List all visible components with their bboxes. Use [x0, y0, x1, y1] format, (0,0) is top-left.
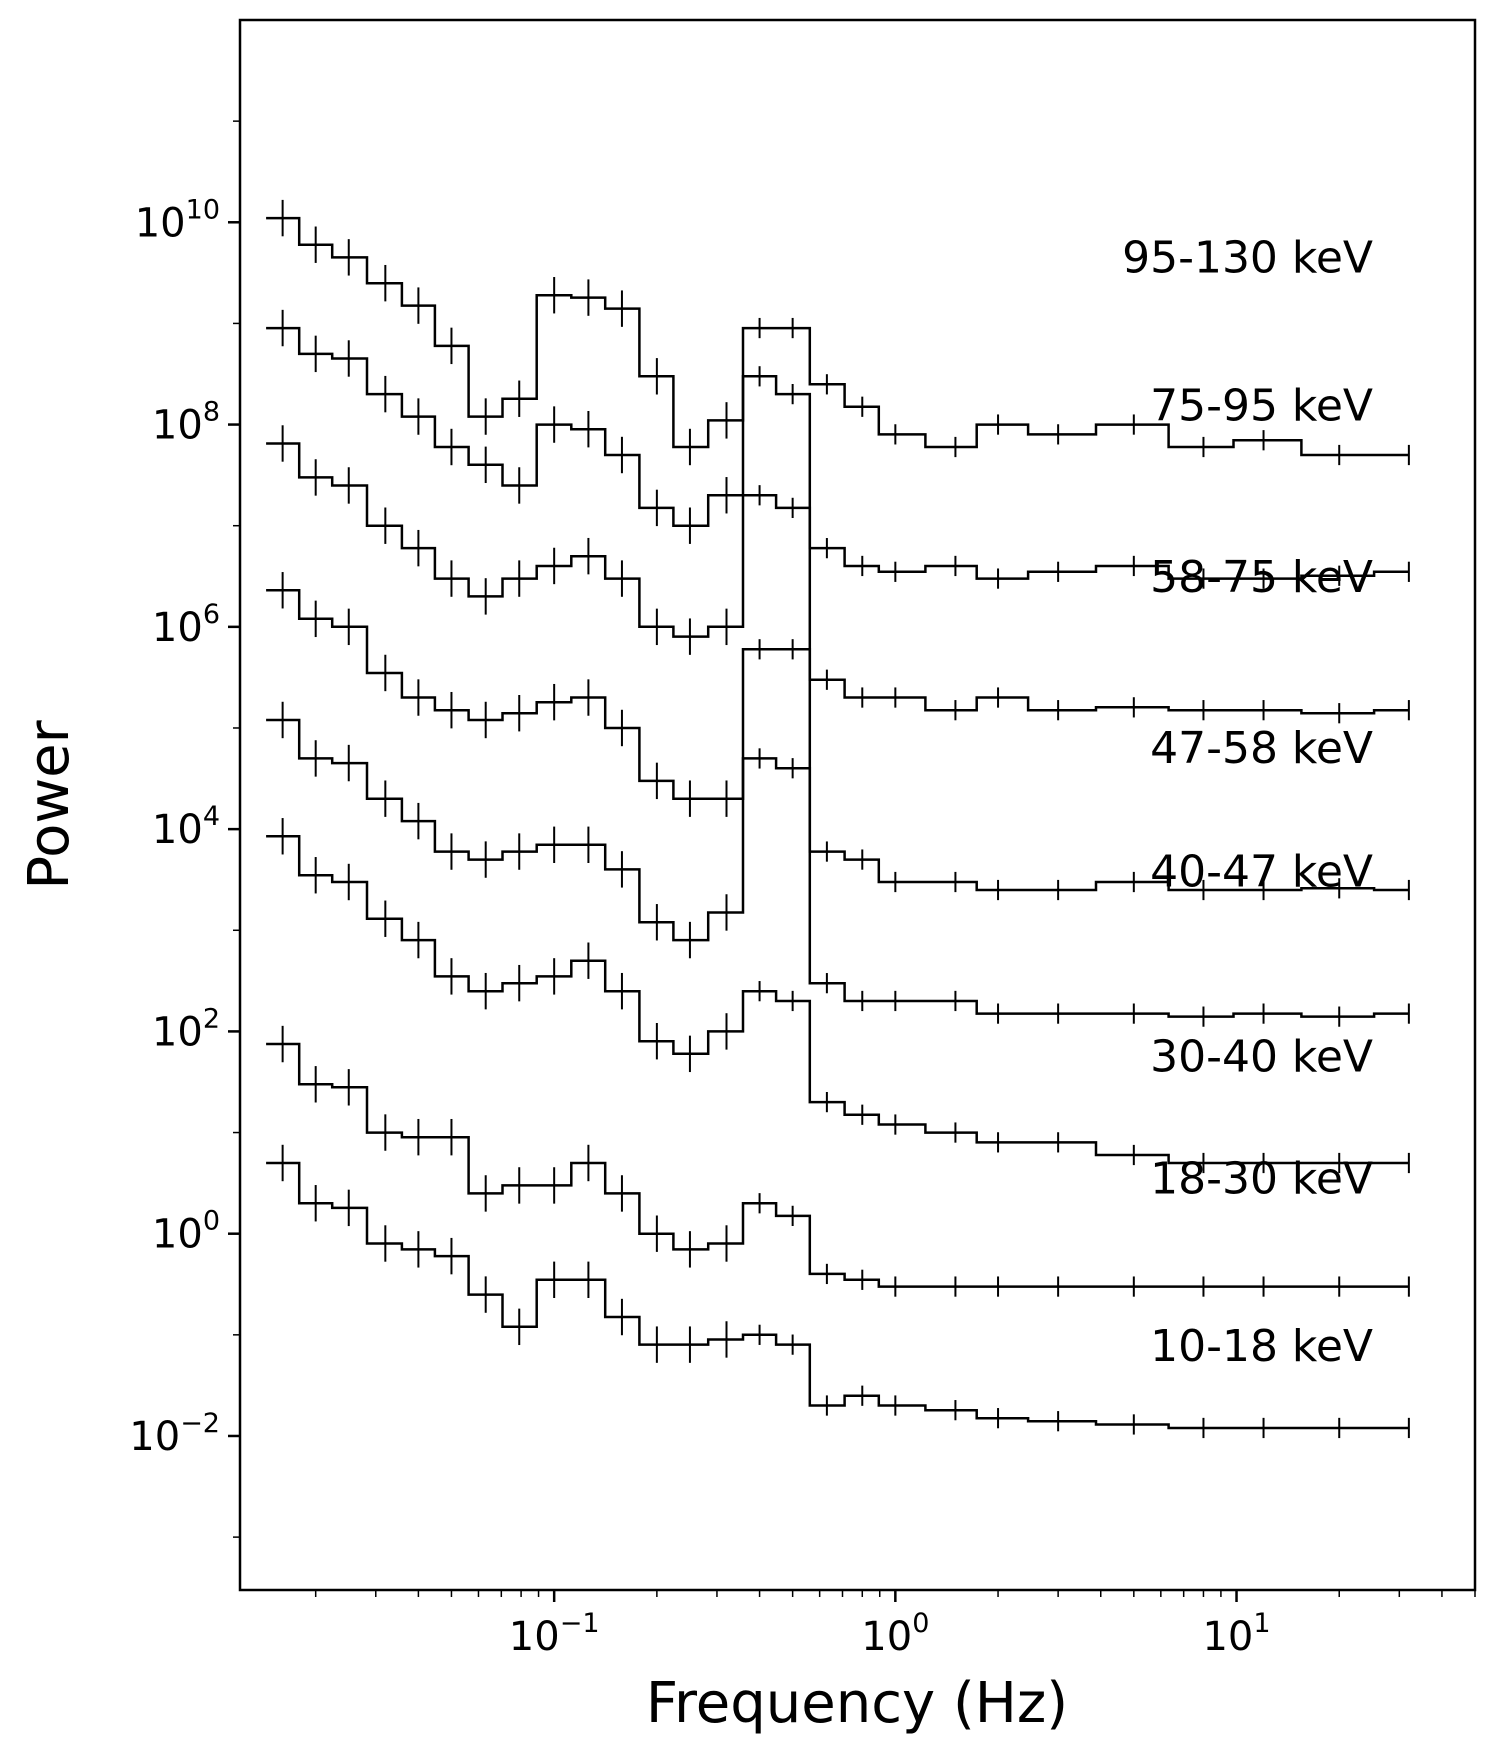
y-tick-label: 10−2 — [129, 1408, 220, 1460]
series-line — [266, 718, 1409, 1018]
series-10-18-kev: 10-18 keV — [266, 1144, 1410, 1439]
y-tick-label: 104 — [152, 801, 220, 853]
series-line — [266, 326, 1409, 580]
series-40-47-kev: 40-47 keV — [266, 701, 1410, 1027]
series-label: 75-95 keV — [1150, 380, 1373, 431]
y-axis-label: Power — [17, 719, 82, 889]
series-line — [266, 589, 1409, 892]
series-58-75-kev: 58-75 keV — [266, 425, 1410, 724]
x-axis-label: Frequency (Hz) — [646, 1671, 1068, 1736]
series-18-30-kev: 18-30 keV — [266, 1025, 1410, 1297]
y-tick-label: 108 — [152, 397, 220, 449]
plot-area-frame — [238, 18, 1477, 1592]
series-group: 95-130 keV 75-95 keV 58-75 keV 47-58 keV 40-… — [266, 199, 1410, 1439]
y-axis-ticks: 1010 108 106 104 102 100 10−2 — [129, 120, 240, 1538]
y-tick-label: 102 — [152, 1003, 220, 1055]
series-95-130-kev: 95-130 keV — [266, 199, 1410, 466]
series-label: 47-58 keV — [1150, 723, 1373, 774]
series-label: 58-75 keV — [1150, 552, 1373, 603]
x-tick-label: 10−1 — [509, 1608, 600, 1660]
y-tick-label: 100 — [152, 1206, 220, 1258]
y-tick-label: 106 — [152, 599, 220, 651]
series-label: 30-40 keV — [1150, 1032, 1373, 1083]
x-tick-label: 100 — [861, 1608, 929, 1660]
y-tick-label: 1010 — [135, 194, 220, 246]
x-tick-label: 101 — [1202, 1608, 1270, 1660]
series-label: 10-18 keV — [1150, 1321, 1373, 1372]
series-line — [266, 1161, 1409, 1430]
series-75-95-kev: 75-95 keV — [266, 309, 1410, 589]
series-label: 18-30 keV — [1150, 1153, 1373, 1204]
series-line — [266, 1042, 1409, 1288]
series-47-58-kev: 47-58 keV — [266, 572, 1410, 901]
series-30-40-kev: 30-40 keV — [266, 818, 1410, 1174]
series-label: 40-47 keV — [1150, 847, 1373, 898]
series-label: 95-130 keV — [1122, 232, 1373, 283]
x-axis-ticks: 10−1 100 101 — [314, 1590, 1476, 1660]
